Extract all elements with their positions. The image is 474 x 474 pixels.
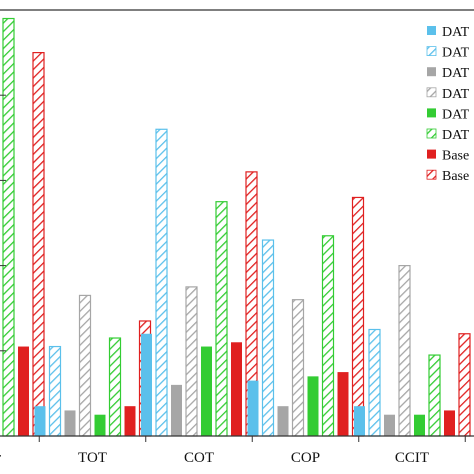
bar-cop-series-6 [321,235,335,437]
legend-swatch-1 [427,26,436,35]
legend-label-1: DAT [442,25,470,40]
bar-cot-series-1 [141,333,152,436]
bar-cot-series-4 [185,286,198,437]
legend-label-5: DAT [442,107,470,122]
legend-label-4: DAT [442,87,470,102]
bar-tot-series-1 [34,406,46,436]
axes-layer: ower TOT COT COP CCIT [0,9,474,466]
legend-swatch-2 [426,46,437,56]
bar-cop-series-2 [261,239,275,437]
bar-ccit-series-2 [368,328,381,437]
bar-ccit-series-8 [458,333,471,437]
bar-tot-series-6 [108,337,122,437]
bar-ccit-series-5 [414,414,425,436]
bar-ccit-series-1 [354,406,365,436]
legend-swatch-7 [427,149,436,159]
bar-ower-series-8 [32,51,45,437]
legend-label-8: Base [442,169,469,184]
bar-cop-series-7 [337,372,349,436]
bar-ower-series-6 [2,17,15,437]
legend-label-3: DAT [442,66,470,81]
bar-tot-series-7 [124,406,136,436]
legend-swatch-8 [426,169,437,180]
legend-label-2: DAT [442,46,470,61]
bar-cop-series-4 [291,299,305,437]
bar-cop-series-1 [247,380,259,436]
bar-cop-series-3 [277,406,289,436]
legend-label-7: Base [442,149,469,164]
bar-tot-series-2 [48,345,62,437]
legend-swatch-3 [427,67,436,77]
legend-swatch-4 [426,87,437,98]
legend-swatch-6 [426,128,437,139]
bar-tot-series-3 [64,410,76,436]
bar-ower-series-7 [18,346,29,436]
bar-ccit-series-6 [428,354,441,437]
bar-cop-series-8 [351,196,365,437]
bars-layer [2,17,471,437]
x-tick-label-cop: COP [291,450,320,466]
x-tick-label-ower: ower [0,450,1,466]
x-tick-label-cot: COT [184,450,214,466]
legend-label-6: DAT [442,128,470,143]
bar-tot-series-4 [78,294,92,437]
legend-swatch-5 [427,108,436,118]
x-tick-label-tot: TOT [78,450,107,466]
bar-ccit-series-4 [398,265,411,437]
bar-cot-series-7 [231,342,242,436]
bar-ccit-series-7 [444,410,455,436]
bar-cot-series-2 [155,128,168,437]
bar-cot-series-5 [201,346,212,436]
bar-tot-series-5 [94,414,106,436]
bar-ccit-series-3 [384,414,395,436]
bar-cop-series-5 [307,376,319,436]
bar-cot-series-3 [171,384,182,436]
x-tick-label-ccit: CCIT [395,450,429,466]
bar-cot-series-6 [215,201,228,437]
legend: DAT DAT DAT DAT DAT DAT Base Base [426,25,470,184]
